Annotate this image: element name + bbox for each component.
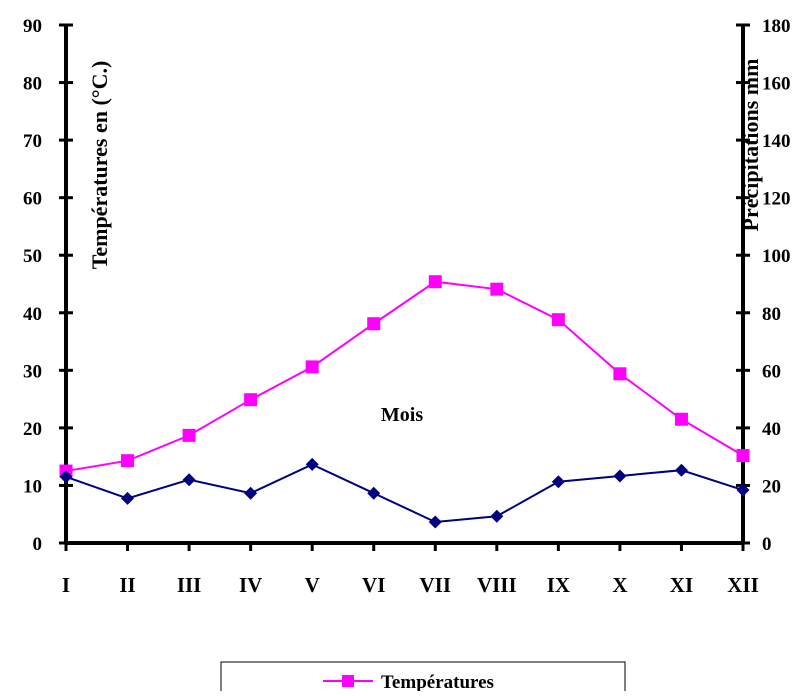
legend-marker [342,675,354,687]
x-tick-label: IX [547,573,570,597]
data-point-diamond [367,486,381,500]
right-tick-label: 180 [762,16,791,37]
data-point-square [244,393,258,407]
right-tick-label: 40 [762,419,781,440]
data-point-diamond [182,473,196,487]
data-point-square [305,360,319,374]
x-tick-label: IV [239,573,262,597]
left-tick-label: 30 [23,361,42,382]
x-tick-label: VII [420,573,452,597]
left-tick-label: 20 [23,419,42,440]
right-tick-label: 160 [762,74,791,95]
data-point-square [490,282,504,296]
right-tick-label: 20 [762,476,781,497]
data-point-diamond [305,457,319,471]
left-tick-label: 60 [23,189,42,210]
left-tick-label: 0 [33,534,43,555]
legend-box [220,661,626,696]
right-axis-title: Précipitations mm [738,59,763,232]
x-tick-label: X [612,573,627,597]
x-tick-label: II [119,573,135,597]
x-tick-label: VIII [477,573,517,597]
left-tick-label: 80 [23,74,42,95]
right-tick-label: 100 [762,246,791,267]
x-tick-label: XII [727,573,759,597]
left-tick-label: 40 [23,304,42,325]
data-point-square [674,412,688,426]
data-point-diamond [674,463,688,477]
data-point-diamond [490,509,504,523]
data-point-square [551,313,565,327]
x-tick-label: III [177,573,202,597]
series-layer [59,275,750,529]
data-point-square [736,449,750,463]
data-point-diamond [428,515,442,529]
data-point-square [121,454,135,468]
right-tick-label: 140 [762,131,791,152]
x-tick-label: V [305,573,320,597]
legend-label: Températures [381,672,494,691]
series-line [65,280,744,473]
data-point-square [428,275,442,289]
right-tick-label: 0 [762,534,772,555]
left-tick-label: 50 [23,246,42,267]
right-tick-label: 80 [762,304,781,325]
data-point-square [613,367,627,381]
left-tick-label: 10 [23,476,42,497]
data-point-diamond [613,469,627,483]
x-tick-label: I [62,573,70,597]
right-tick-label: 60 [762,361,781,382]
chart-annotation: Mois [381,404,423,426]
left-tick-label: 70 [23,131,42,152]
data-point-square [182,428,196,442]
right-tick-label: 120 [762,189,791,210]
data-point-square [367,317,381,331]
data-point-diamond [121,491,135,505]
legend: Températures [220,661,626,696]
left-axis-title: Températures en (°C.) [87,61,112,270]
left-tick-label: 90 [23,16,42,37]
x-tick-label: VI [362,573,385,597]
data-point-diamond [736,483,750,497]
x-tick-label: XI [670,573,693,597]
axes-layer: 0 10 20 30 40 50 60 70 80 90 0 20 40 60 80 100 120 140 160… [23,16,791,597]
series-1 [59,275,750,478]
series-line [65,463,744,524]
data-point-diamond [551,475,565,489]
data-point-diamond [59,470,73,484]
series-2 [59,457,750,529]
data-point-diamond [244,486,258,500]
